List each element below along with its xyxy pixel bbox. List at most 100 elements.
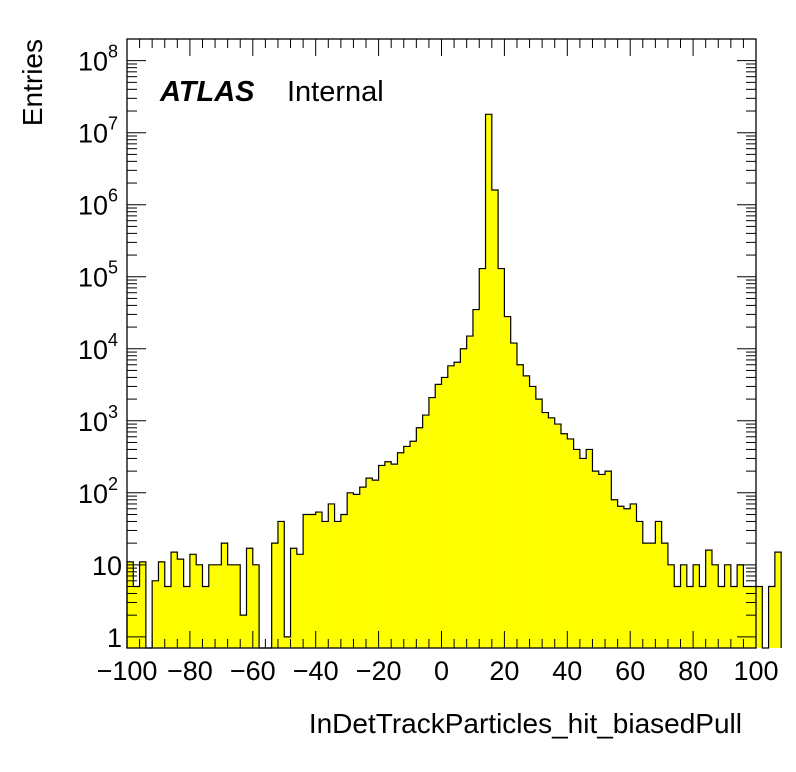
histogram-bar — [303, 514, 310, 648]
histogram-bar — [133, 586, 140, 648]
histogram-bar — [454, 362, 461, 648]
histogram-bar — [246, 548, 254, 648]
histogram-bar — [334, 521, 342, 648]
histogram-bar — [321, 521, 329, 648]
histogram-bar — [164, 586, 172, 648]
histogram-bar — [548, 417, 556, 648]
x-tick-label: 0 — [434, 656, 449, 686]
y-tick-label: 10 — [92, 551, 122, 581]
histogram-bar — [711, 564, 719, 648]
y-tick-label-exponent: 2 — [108, 474, 118, 494]
histogram-bar — [485, 114, 493, 649]
histogram-bar — [705, 550, 713, 648]
histogram-bar — [768, 586, 776, 648]
histogram-bar — [189, 554, 197, 648]
histogram-bar — [774, 552, 782, 648]
histogram-bar — [561, 433, 568, 648]
histogram-bar — [177, 559, 184, 648]
histogram-bar — [328, 503, 335, 648]
histogram-bar — [416, 427, 423, 648]
histogram-bar — [315, 512, 323, 648]
y-tick-label: 1 — [107, 623, 122, 653]
histogram-bar — [749, 586, 757, 648]
y-tick-label-exponent: 6 — [108, 186, 118, 206]
histogram-bar — [623, 508, 631, 648]
histogram-bar — [699, 586, 706, 648]
histogram-bar — [743, 586, 751, 648]
y-axis-title: Entries — [17, 39, 48, 126]
histogram-bar — [617, 506, 625, 648]
histogram-bar — [655, 521, 662, 648]
histogram-bar — [472, 309, 480, 648]
histogram-bar — [391, 464, 398, 648]
histogram-bar — [460, 348, 467, 648]
axis-ticks — [126, 38, 757, 648]
histogram-bar — [202, 586, 210, 648]
y-tick-label-exponent: 8 — [108, 42, 118, 62]
y-tick-label: 10 — [78, 407, 108, 437]
y-tick-label-exponent: 3 — [108, 402, 118, 422]
histogram-bar — [611, 499, 618, 648]
histogram-bar — [196, 564, 203, 648]
histogram-bar — [598, 474, 606, 648]
histogram-bar — [479, 268, 486, 648]
histogram-bar — [139, 561, 147, 648]
histogram-bar — [510, 343, 518, 648]
histogram-bar — [227, 564, 235, 648]
histogram-bar — [340, 514, 348, 648]
histogram-outline — [126, 113, 782, 649]
histogram-bar — [523, 375, 530, 648]
x-tick-label: 60 — [615, 656, 645, 686]
histogram-bar — [447, 365, 455, 648]
histogram-bars — [127, 114, 782, 649]
plot-frame — [126, 38, 757, 649]
histogram-bar — [724, 564, 732, 648]
histogram-bar — [208, 564, 216, 648]
x-tick-label: 100 — [733, 656, 778, 686]
y-tick-label: 10 — [78, 263, 108, 293]
y-tick-label: 10 — [78, 479, 108, 509]
x-tick-label: 40 — [552, 656, 582, 686]
histogram-bar — [630, 503, 637, 648]
histogram-bar — [127, 561, 134, 648]
histogram-bar — [491, 190, 499, 649]
histogram-bar — [366, 478, 373, 648]
histogram-bar — [240, 615, 247, 648]
histogram-bar — [435, 384, 442, 648]
histogram-bar — [309, 514, 316, 648]
x-tick-label: −100 — [97, 656, 158, 686]
histogram-bar — [718, 586, 725, 648]
histogram-bar — [661, 543, 669, 648]
histogram-bar — [686, 586, 694, 648]
x-tick-labels: −100 −80 −60 −40 −20 0 20 40 60 80 100 — [97, 656, 779, 686]
histogram-bar — [730, 586, 738, 648]
y-tick-label: 10 — [78, 191, 108, 221]
atlas-label: ATLAS — [159, 76, 255, 108]
histogram-bar — [277, 521, 285, 648]
histogram-bar — [680, 564, 688, 648]
x-tick-label: −40 — [293, 656, 339, 686]
histogram-bar — [529, 386, 537, 648]
histogram-bar — [737, 564, 744, 648]
histogram-bar — [221, 543, 228, 648]
y-tick-label: 10 — [78, 47, 108, 77]
x-tick-label: −60 — [230, 656, 276, 686]
histogram-bar — [516, 364, 524, 648]
histogram-bar — [215, 564, 222, 648]
histogram-bar — [504, 316, 511, 648]
x-tick-label: −80 — [167, 656, 213, 686]
histogram-bar — [667, 564, 675, 648]
histogram-bar — [605, 471, 612, 648]
histogram-bar — [171, 552, 178, 648]
y-tick-label-exponent: 4 — [108, 330, 118, 350]
histogram-bar — [498, 268, 505, 648]
x-tick-label: −20 — [356, 656, 402, 686]
histogram-bar — [410, 441, 417, 648]
histogram-bar — [296, 554, 304, 648]
x-axis-title: InDetTrackParticles_hit_biasedPull — [309, 708, 742, 739]
histogram-bar — [183, 586, 191, 648]
histogram-bar — [428, 397, 436, 648]
histogram-bar — [290, 548, 298, 648]
